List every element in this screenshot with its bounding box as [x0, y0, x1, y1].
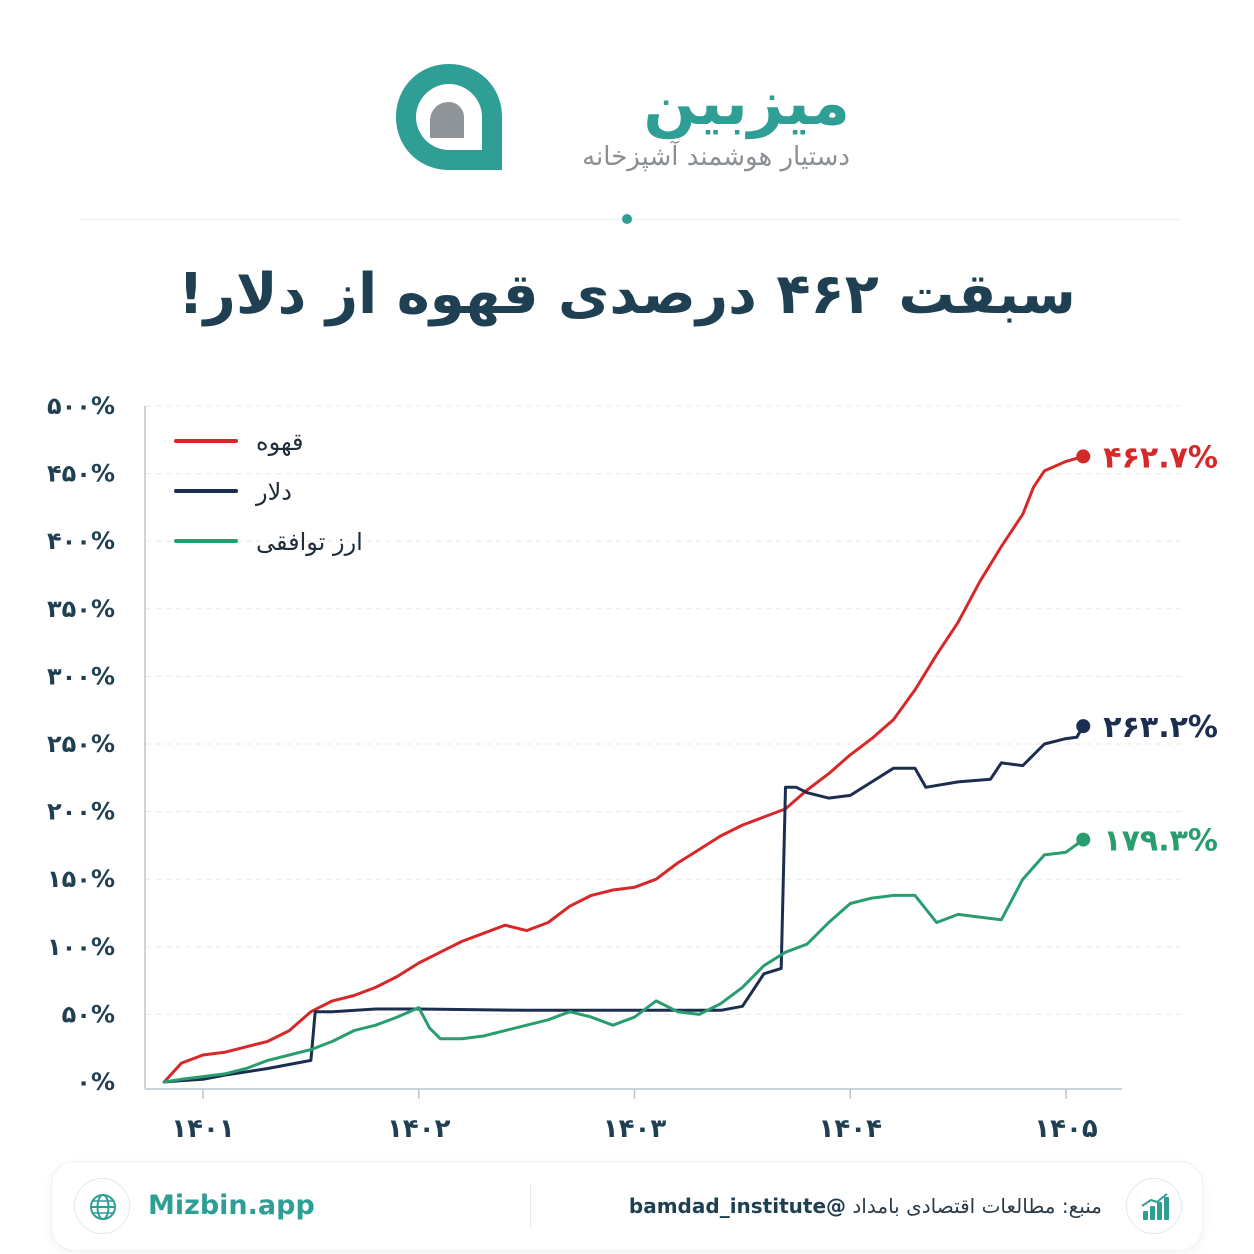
source-handle[interactable]: @bamdad_institute: [628, 1194, 847, 1218]
y-tick-labels: ۰% ۵۰% ۱۰۰% ۱۵۰% ۲۰۰% ۲۵۰% ۳۰۰% ۳۵۰% ۴۰۰% ۴۵۰% ۵۰۰…: [47, 392, 115, 1096]
y-tick-label: ۴۰۰%: [47, 527, 115, 555]
bar-chart-icon: [1126, 1178, 1182, 1234]
y-tick-label: ۰%: [76, 1068, 115, 1096]
series-end-point-0: [1076, 449, 1091, 464]
series-line-1: [162, 724, 1085, 1084]
brand-tagline: دستیار هوشمند آشپزخانه: [582, 142, 850, 172]
y-tick-label: ۱۰۰%: [47, 933, 115, 961]
page-title: سبقت ۴۶۲ درصدی قهوه از دلار!: [178, 262, 1076, 327]
x-tick-label: ۱۴۰۲: [387, 1114, 451, 1144]
legend-label-0: قهوه: [256, 428, 304, 456]
y-tick-label: ۳۰۰%: [47, 662, 115, 690]
x-tick-label: ۱۴۰۵: [1034, 1114, 1098, 1144]
series-end-label-2: ۱۷۹.۳%: [1103, 824, 1218, 859]
y-tick-label: ۵۰۰%: [47, 392, 115, 420]
y-tick-label: ۴۵۰%: [47, 460, 115, 488]
series-end-label-1: ۲۶۳.۲%: [1103, 710, 1218, 745]
source-prefix: منبع: مطالعات اقتصادی بامداد: [852, 1194, 1102, 1218]
legend-label-1: دلار: [255, 478, 292, 506]
x-tick-label: ۱۴۰۳: [603, 1114, 667, 1144]
brand-name: میزبین: [643, 66, 850, 139]
series-end-point-2: [1076, 832, 1091, 847]
line-chart: ۰% ۵۰% ۱۰۰% ۱۵۰% ۲۰۰% ۲۵۰% ۳۰۰% ۳۵۰% ۴۰۰% ۴۵۰% ۵۰۰…: [47, 392, 1218, 1144]
y-tick-label: ۱۵۰%: [47, 865, 115, 893]
end-labels: ۴۶۲.۷% ۲۶۳.۲% ۱۷۹.۳%: [1103, 440, 1218, 858]
legend: قهوه دلار ارز توافقی: [174, 428, 363, 556]
grid-lines: [146, 405, 1185, 1015]
divider-dot: [622, 214, 632, 224]
y-tick-label: ۳۵۰%: [47, 595, 115, 623]
site-link[interactable]: Mizbin.app: [148, 1190, 315, 1221]
series-end-label-0: ۴۶۲.۷%: [1103, 440, 1218, 475]
series-line-0: [162, 454, 1085, 1084]
y-tick-label: ۵۰%: [62, 1000, 115, 1028]
footer-divider: [530, 1184, 531, 1228]
x-tick-labels: ۱۴۰۱ ۱۴۰۲ ۱۴۰۳ ۱۴۰۴ ۱۴۰۵: [171, 1089, 1098, 1144]
series-end-point-1: [1076, 719, 1091, 734]
y-tick-label: ۲۵۰%: [47, 730, 115, 758]
axes: [144, 406, 1122, 1090]
x-tick-label: ۱۴۰۴: [819, 1114, 882, 1144]
globe-icon: [74, 1178, 130, 1234]
footer-bar: Mizbin.app منبع: مطالعات اقتصادی بامداد …: [52, 1162, 1202, 1250]
y-tick-label: ۲۰۰%: [47, 798, 115, 826]
x-tick-label: ۱۴۰۱: [171, 1114, 234, 1144]
legend-label-2: ارز توافقی: [256, 528, 363, 556]
source-credit: منبع: مطالعات اقتصادی بامداد @bamdad_ins…: [552, 1194, 1102, 1218]
brand-header: میزبین دستیار هوشمند آشپزخانه: [0, 40, 1254, 190]
mizbin-logo-icon: [396, 64, 502, 170]
series-line-2: [162, 838, 1085, 1084]
series: [162, 449, 1091, 1084]
